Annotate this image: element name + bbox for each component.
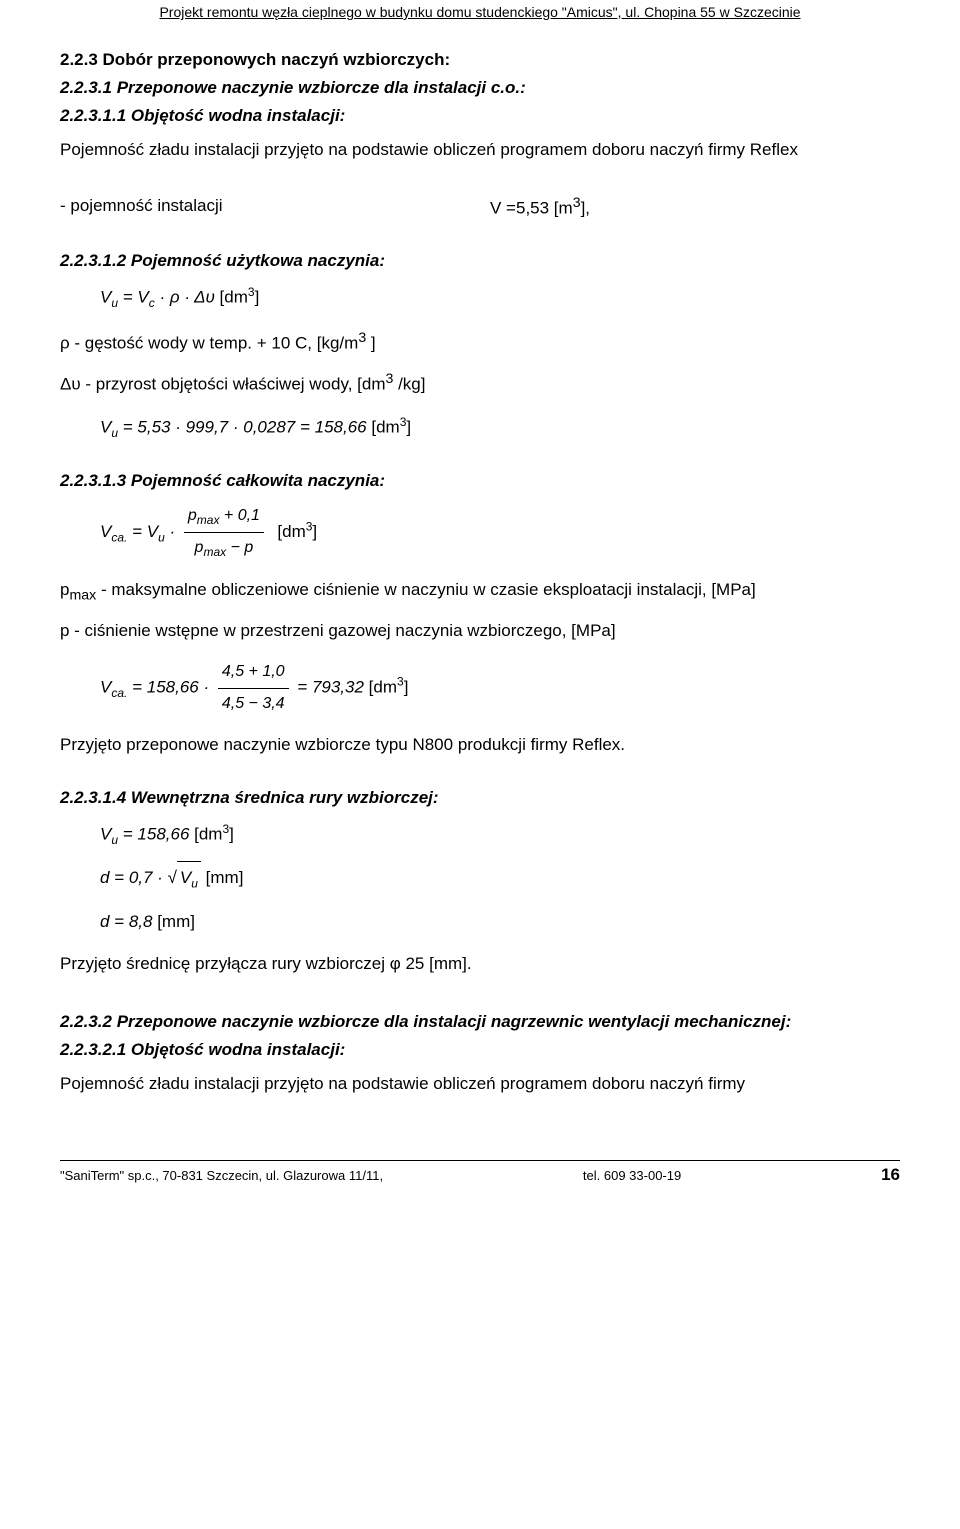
capacity-label: - pojemność instalacji [60, 190, 490, 225]
body-text: Pojemność zładu instalacji przyjęto na p… [60, 1068, 900, 1100]
delta-v-definition: Δυ - przyrost objętości właściwej wody, … [60, 366, 900, 401]
d-conclusion: Przyjęto średnicę przyłącza rury wzbiorc… [60, 948, 900, 980]
equation-vu-def: Vu = Vc · ρ · Δυ [dm3] [100, 281, 900, 315]
rho-definition: ρ - gęstość wody w temp. + 10 C, [kg/m3 … [60, 325, 900, 360]
page-header: Projekt remontu węzła cieplnego w budynk… [60, 0, 900, 22]
capacity-value: V =5,53 [m3], [490, 190, 590, 225]
equation-vca-calc: Vca. = 158,66 · 4,5 + 1,0 4,5 − 3,4 = 79… [100, 657, 900, 719]
section-2-2-3-title: 2.2.3 Dobór przeponowych naczyń wzbiorcz… [60, 50, 900, 70]
body-text: Pojemność zładu instalacji przyjęto na p… [60, 134, 900, 166]
equation-vu-val: Vu = 158,66 [dm3] [100, 818, 900, 852]
equation-vca-def: Vca. = Vu · pmax + 0,1 pmax − p [dm3] [100, 501, 900, 564]
footer-mid: tel. 609 33-00-19 [583, 1168, 681, 1183]
section-2-2-3-1-1-title: 2.2.3.1.1 Objętość wodna instalacji: [60, 106, 900, 126]
section-2-2-3-2-1-title: 2.2.3.2.1 Objętość wodna instalacji: [60, 1040, 900, 1060]
section-2-2-3-1-title: 2.2.3.1 Przeponowe naczynie wzbiorcze dl… [60, 78, 900, 98]
footer-left: "SaniTerm" sp.c., 70-831 Szczecin, ul. G… [60, 1168, 383, 1183]
section-2-2-3-1-4-title: 2.2.3.1.4 Wewnętrzna średnica rury wzbio… [60, 788, 900, 808]
section-2-2-3-1-3-title: 2.2.3.1.3 Pojemność całkowita naczynia: [60, 471, 900, 491]
equation-d-def: d = 0,7 · √Vu [mm] [100, 861, 900, 895]
section-2-2-3-2-title: 2.2.3.2 Przeponowe naczynie wzbiorcze dl… [60, 1012, 900, 1032]
page-footer: "SaniTerm" sp.c., 70-831 Szczecin, ul. G… [60, 1160, 900, 1185]
capacity-row: - pojemność instalacji V =5,53 [m3], [60, 190, 900, 225]
pmax-definition: pmax - maksymalne obliczeniowe ciśnienie… [60, 574, 900, 609]
page-number: 16 [881, 1165, 900, 1185]
vca-conclusion: Przyjęto przeponowe naczynie wzbiorcze t… [60, 729, 900, 761]
section-2-2-3-1-2-title: 2.2.3.1.2 Pojemność użytkowa naczynia: [60, 251, 900, 271]
p-definition: p - ciśnienie wstępne w przestrzeni gazo… [60, 615, 900, 647]
equation-d-res: d = 8,8 [mm] [100, 906, 900, 938]
equation-vu-calc: Vu = 5,53 · 999,7 · 0,0287 = 158,66 [dm3… [100, 411, 900, 445]
